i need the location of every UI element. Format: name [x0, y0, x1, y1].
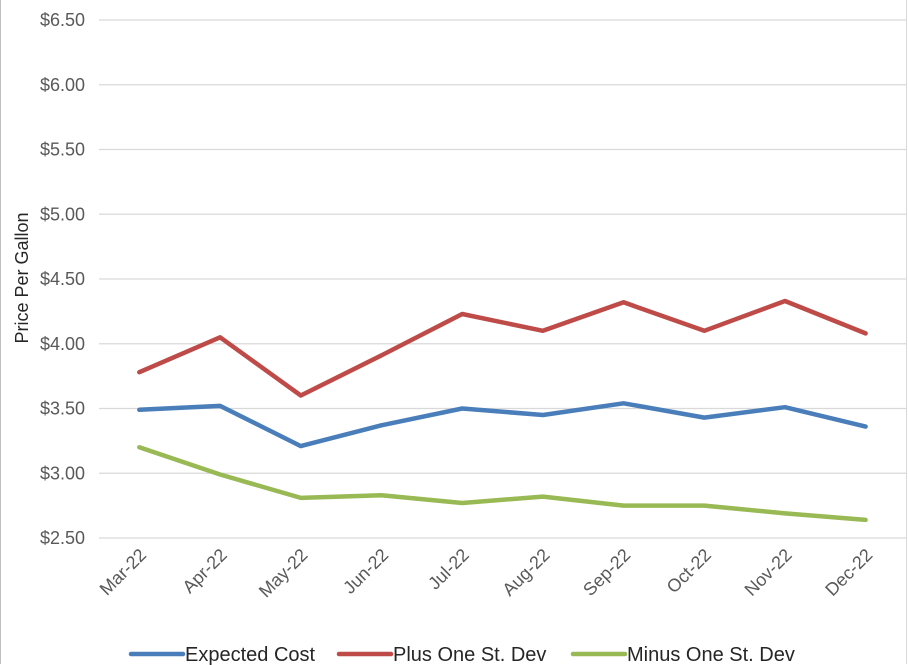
- x-tick-label: Nov-22: [741, 545, 796, 600]
- y-tick-label: $6.50: [40, 10, 85, 30]
- series-line-plus-one-st-dev: [137, 298, 868, 398]
- series-line-expected-cost: [137, 401, 868, 449]
- legend-label: Minus One St. Dev: [627, 644, 795, 665]
- y-tick-label: $5.50: [40, 140, 85, 160]
- y-tick-label: $4.50: [40, 269, 85, 289]
- y-tick-label: $5.00: [40, 204, 85, 224]
- legend: Expected Cost Plus One St. Dev Minus One S…: [128, 644, 795, 665]
- x-tick-label: Jun-22: [339, 545, 392, 598]
- y-tick-label: $6.00: [40, 75, 85, 95]
- y-tick-label: $2.50: [40, 528, 85, 548]
- x-tick-label: Mar-22: [96, 545, 150, 599]
- y-tick-label: $3.50: [40, 399, 85, 419]
- x-axis-ticks: Mar-22 Apr-22 May-22 Jun-22 Jul-22 Aug-22 Sep-…: [96, 545, 877, 602]
- x-tick-label: Sep-22: [579, 545, 634, 600]
- y-tick-label: $4.00: [40, 334, 85, 354]
- legend-label: Expected Cost: [185, 644, 316, 665]
- y-tick-label: $3.00: [40, 463, 85, 483]
- gridlines: [99, 19, 906, 539]
- y-axis-title: Price Per Gallon: [12, 212, 32, 343]
- y-axis-ticks: $2.50 $3.00 $3.50 $4.00 $4.50 $5.00 $5.50 $6.00…: [40, 10, 85, 548]
- x-tick-label: Aug-22: [498, 545, 553, 600]
- x-tick-label: Dec-22: [821, 545, 876, 600]
- legend-label: Plus One St. Dev: [393, 644, 546, 665]
- x-tick-label: Oct-22: [663, 545, 715, 597]
- x-tick-label: Jul-22: [424, 545, 473, 594]
- x-tick-label: Apr-22: [179, 545, 231, 597]
- x-tick-label: May-22: [255, 545, 312, 602]
- series-lines: [137, 298, 868, 523]
- series-line-minus-one-st-dev: [137, 445, 868, 523]
